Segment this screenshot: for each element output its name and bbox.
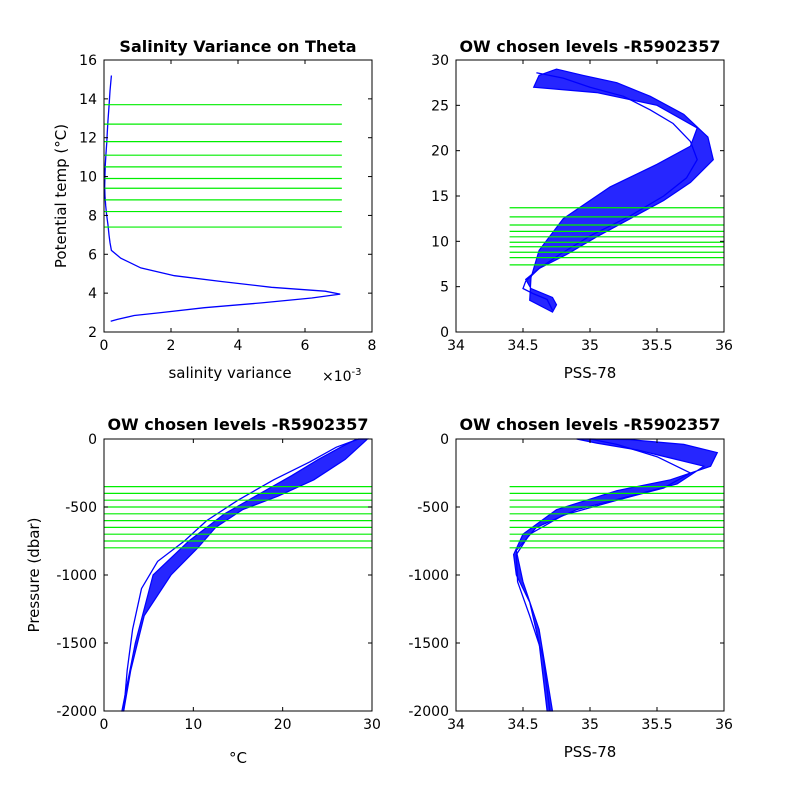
y-tick-label: -1500 (408, 636, 449, 652)
panel-3-axes-box (103, 438, 373, 712)
y-tick-label: 12 (79, 131, 97, 147)
panel-salinity-variance: Salinity Variance on Theta 0 2 4 6 824681012… (52, 37, 376, 385)
x-tick-label: 8 (368, 338, 377, 354)
y-tick-label: 0 (88, 432, 97, 448)
series-line (104, 75, 341, 322)
y-tick-label: 16 (79, 53, 97, 69)
panel-3-title: OW chosen levels -R5902357 (107, 415, 368, 434)
x-tick-label: 36 (715, 338, 733, 354)
y-tick-label: -2000 (408, 704, 449, 720)
x-tick-label: 6 (301, 338, 310, 354)
x-tick-label: 30 (363, 717, 381, 733)
y-tick-label: 6 (88, 247, 97, 263)
panel-1-axes-box (103, 59, 373, 333)
profile-envelope (121, 438, 370, 712)
series-line (522, 72, 698, 311)
panel-1-title: Salinity Variance on Theta (119, 37, 356, 56)
x-tick-label: 2 (167, 338, 176, 354)
panel-3-ylabel: Pressure (dbar) (25, 518, 43, 633)
panel-2-xlabel: PSS-78 (564, 364, 617, 382)
x-tick-label: 0 (100, 338, 109, 354)
panel-4-xlabel: PSS-78 (564, 743, 617, 761)
y-tick-label: 10 (79, 170, 97, 186)
x-tick-label: 4 (234, 338, 243, 354)
y-tick-label: 0 (440, 325, 449, 341)
x-tick-label: 34.5 (507, 717, 538, 733)
panel-4-axes-box (455, 438, 725, 712)
x-tick-label: 20 (274, 717, 292, 733)
panel-1-ylabel: Potential temp (°C) (52, 124, 70, 268)
panel-1-xlabel: salinity variance (168, 364, 291, 382)
panel-pressure-temperature: OW chosen levels -R5902357 0 10 20 30 -2000 -… (25, 415, 381, 767)
panel-pressure-salinity: OW chosen levels -R5902357 34 34.5 35 35.5 3… (408, 415, 733, 761)
y-tick-label: 15 (431, 189, 449, 205)
x-tick-label: 34.5 (507, 338, 538, 354)
panel-2-title: OW chosen levels -R5902357 (459, 37, 720, 56)
x-tick-label: 0 (100, 717, 109, 733)
y-tick-label: -1000 (408, 568, 449, 584)
series-line (123, 438, 359, 712)
y-tick-label: -500 (417, 500, 449, 516)
x-tick-label: 34 (447, 338, 465, 354)
y-tick-label: 5 (440, 280, 449, 296)
x-tick-label: 10 (184, 717, 202, 733)
panel-2-axes-box (455, 59, 725, 333)
y-tick-label: 0 (440, 432, 449, 448)
y-tick-label: 20 (431, 144, 449, 160)
y-tick-label: -500 (65, 500, 97, 516)
y-tick-label: 10 (431, 234, 449, 250)
y-tick-label: -1500 (56, 636, 97, 652)
y-tick-label: 8 (88, 208, 97, 224)
panel-theta-salinity: OW chosen levels -R5902357 34 34.5 35 35.5 3… (431, 37, 733, 382)
x-tick-label: 35.5 (641, 717, 672, 733)
panel-1-x-exponent: ×10-3 (322, 367, 362, 385)
panel-4-title: OW chosen levels -R5902357 (459, 415, 720, 434)
panel-2-plot-area: 34 34.5 35 35.5 36 0 5 10 15 20 25 30 (431, 53, 733, 354)
y-tick-label: 4 (88, 286, 97, 302)
y-tick-label: 25 (431, 98, 449, 114)
panel-3-xlabel: °C (229, 749, 247, 767)
x-tick-label: 35 (581, 717, 599, 733)
y-tick-label: 2 (88, 325, 97, 341)
y-tick-label: 14 (79, 92, 97, 108)
x-tick-label: 35.5 (641, 338, 672, 354)
y-tick-label: 30 (431, 53, 449, 69)
series-line (515, 438, 692, 712)
x-tick-label: 34 (447, 717, 465, 733)
profile-envelope (524, 68, 714, 313)
y-tick-label: -2000 (56, 704, 97, 720)
x-tick-label: 36 (715, 717, 733, 733)
y-tick-label: -1000 (56, 568, 97, 584)
x-tick-label: 35 (581, 338, 599, 354)
